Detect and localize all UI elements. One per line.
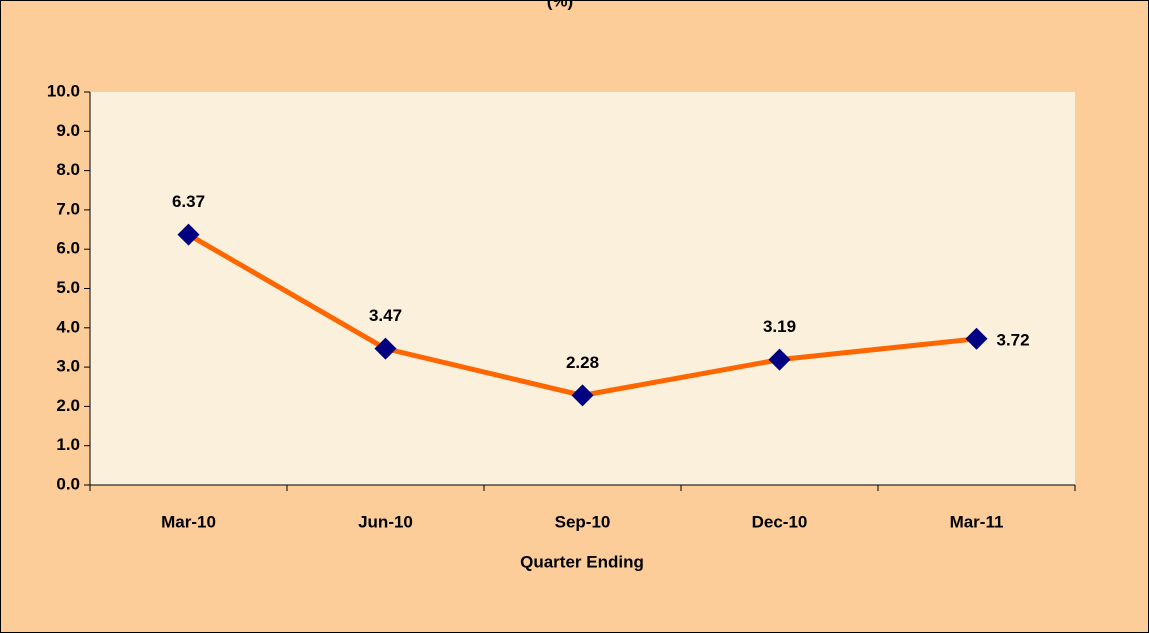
- y-tick-label: 6.0: [56, 239, 80, 258]
- data-label: 3.72: [997, 330, 1030, 349]
- x-tick-label: Sep-10: [555, 512, 611, 531]
- point-marker: [571, 384, 594, 407]
- point-marker: [768, 348, 791, 371]
- data-label: 2.28: [566, 353, 599, 372]
- y-tick-label: 3.0: [56, 357, 80, 376]
- point-marker: [177, 223, 200, 246]
- x-axis-label: Quarter Ending: [520, 552, 644, 571]
- x-tick-label: Mar-10: [161, 512, 216, 531]
- y-tick-label: 9.0: [56, 121, 80, 140]
- y-tick-label: 8.0: [56, 160, 80, 179]
- point-marker: [374, 337, 397, 360]
- chart-title: (%): [547, 0, 573, 10]
- plot-area: [90, 92, 1075, 485]
- x-tick-label: Dec-10: [752, 512, 808, 531]
- data-label: 3.19: [763, 317, 796, 336]
- y-tick-label: 7.0: [56, 199, 80, 218]
- point-marker: [965, 327, 988, 350]
- y-tick-label: 0.0: [56, 474, 80, 493]
- y-tick-label: 2.0: [56, 396, 80, 415]
- y-tick-label: 1.0: [56, 435, 80, 454]
- data-label: 6.37: [172, 192, 205, 211]
- x-tick-label: Jun-10: [358, 512, 413, 531]
- y-tick-label: 10.0: [47, 81, 80, 100]
- y-tick-label: 4.0: [56, 317, 80, 336]
- x-tick-label: Mar-11: [950, 512, 1004, 531]
- y-tick-label: 5.0: [56, 278, 80, 297]
- data-label: 3.47: [369, 306, 402, 325]
